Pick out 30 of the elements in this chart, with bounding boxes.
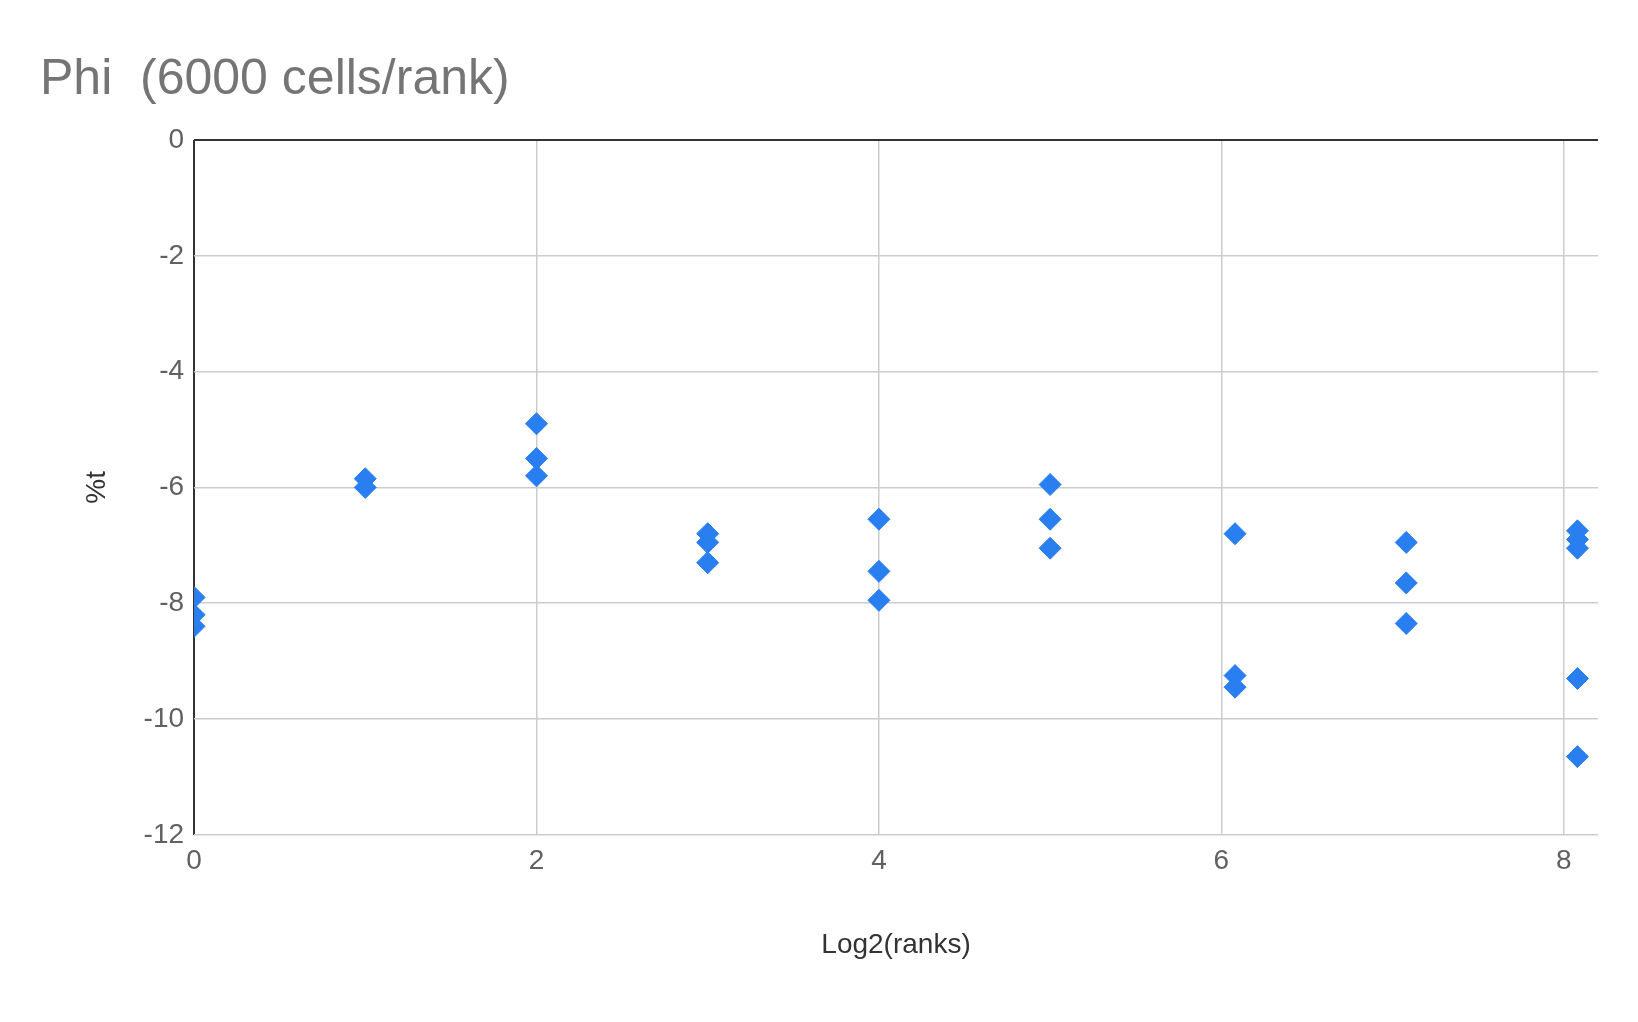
y-tick-label: 0	[168, 122, 185, 154]
point	[1038, 473, 1062, 497]
x-axis-title: Log2(ranks)	[821, 927, 971, 959]
point	[1038, 536, 1062, 560]
point	[524, 464, 548, 488]
chart-title: Phi (6000 cells/rank)	[40, 48, 510, 105]
y-tick-label: -2	[159, 238, 185, 270]
y-tick-label: -4	[159, 354, 185, 386]
point	[1394, 571, 1418, 595]
x-tick-label: 2	[528, 844, 545, 876]
y-tick-label: -12	[143, 817, 185, 849]
point	[1223, 522, 1247, 546]
x-tick-label: 6	[1213, 844, 1230, 876]
point	[1394, 530, 1418, 554]
point	[1565, 745, 1589, 769]
y-tick-label: -6	[159, 470, 185, 502]
point	[1038, 507, 1062, 531]
point	[867, 559, 891, 583]
point	[696, 551, 720, 575]
x-tick-label: 8	[1555, 844, 1572, 876]
y-tick-label: -10	[143, 701, 185, 733]
point	[1565, 666, 1589, 690]
x-tick-label: 4	[871, 844, 887, 876]
point	[867, 588, 891, 612]
point	[1394, 611, 1418, 635]
point	[524, 412, 548, 436]
point	[524, 446, 548, 470]
y-tick-label: -8	[159, 585, 185, 617]
point	[867, 507, 891, 531]
y-axis-title: %t	[79, 470, 111, 504]
